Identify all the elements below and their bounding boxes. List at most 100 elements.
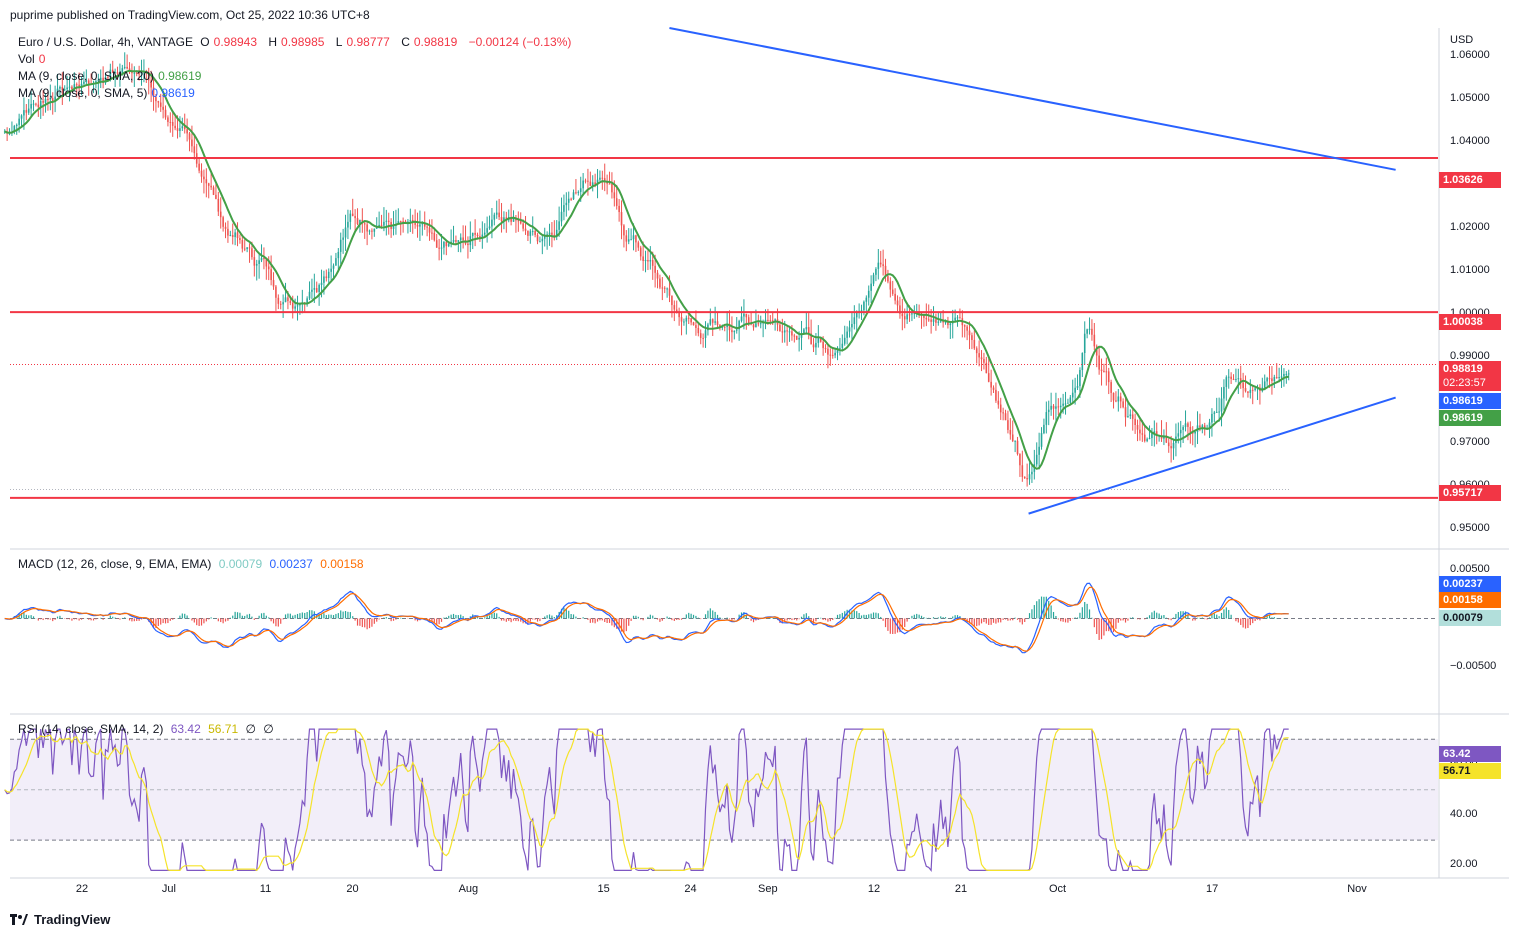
candle-body xyxy=(1254,388,1256,391)
candle-body xyxy=(1263,381,1266,388)
currency-label: USD xyxy=(1450,34,1474,46)
candle-body xyxy=(1139,429,1141,434)
candle-body xyxy=(155,96,157,102)
candle-body xyxy=(419,224,421,227)
candle-body xyxy=(49,98,52,100)
candle-body xyxy=(44,98,47,103)
candle-body xyxy=(995,389,997,401)
candle-body xyxy=(327,271,330,279)
candle-body xyxy=(279,303,282,305)
candle-body xyxy=(474,232,476,235)
candle-body xyxy=(356,218,359,225)
candle-body xyxy=(411,219,414,221)
candle-body xyxy=(174,125,176,129)
footer-brand[interactable]: TradingView xyxy=(10,912,110,927)
candle-body xyxy=(373,228,376,232)
candle-body xyxy=(1213,412,1216,414)
main-legend: Euro / U.S. Dollar, 4h, VANTAGE O 0.98943… xyxy=(18,34,575,102)
candle-body xyxy=(769,320,772,322)
candle-body xyxy=(843,337,846,344)
candle-body xyxy=(618,205,620,213)
candle-body xyxy=(577,191,580,193)
candle-body xyxy=(227,228,229,236)
rsi-ma-value: 56.71 xyxy=(208,722,239,736)
candle-body xyxy=(476,234,479,237)
candle-body xyxy=(1273,377,1276,382)
candle-body xyxy=(913,313,916,315)
candle-body xyxy=(851,323,853,328)
candle-body xyxy=(212,187,215,195)
candle-body xyxy=(548,232,551,235)
candle-body xyxy=(169,121,172,123)
candle-body xyxy=(97,80,100,82)
candle-body xyxy=(347,221,349,228)
candle-body xyxy=(311,289,313,292)
candle-body xyxy=(231,235,234,238)
candle-body xyxy=(999,404,1002,413)
candle-body xyxy=(613,192,616,199)
candle-body xyxy=(1249,389,1252,393)
ma-blue-tag: 0.98619 xyxy=(1439,393,1501,409)
candle-body xyxy=(1028,474,1031,480)
candle-body xyxy=(402,221,404,223)
candle-body xyxy=(1223,386,1225,399)
candle-body xyxy=(1271,378,1273,382)
candle-body xyxy=(896,300,899,306)
candle-body xyxy=(673,305,676,310)
candle-body xyxy=(1076,386,1079,388)
candle-body xyxy=(171,122,174,126)
candle-body xyxy=(683,321,685,323)
candle-body xyxy=(889,281,892,290)
trendline-2 xyxy=(1028,396,1396,515)
candle-body xyxy=(992,387,995,390)
macd-legend: MACD (12, 26, close, 9, EMA, EMA) 0.0007… xyxy=(18,556,368,573)
candle-body xyxy=(1052,405,1055,409)
candle-body xyxy=(236,232,239,239)
candle-body xyxy=(793,335,796,337)
candle-body xyxy=(375,227,378,229)
candle-body xyxy=(318,284,320,292)
time-tick-label: 22 xyxy=(75,883,89,895)
candle-body xyxy=(1285,373,1288,375)
candle-body xyxy=(114,72,116,74)
candle-body xyxy=(140,71,143,75)
candle-body xyxy=(745,313,748,318)
candle-body xyxy=(1122,401,1124,408)
candle-body xyxy=(392,225,395,229)
candle-body xyxy=(983,359,985,363)
candle-body xyxy=(481,234,484,239)
candle-body xyxy=(716,321,719,325)
price-tick-label: 1.06000 xyxy=(1450,48,1490,61)
symbol-title[interactable]: Euro / U.S. Dollar, 4h, VANTAGE xyxy=(18,35,193,49)
candle-body xyxy=(61,86,64,91)
macd-hist-value: 0.00079 xyxy=(218,557,263,571)
candle-body xyxy=(71,86,73,90)
candle-body xyxy=(1283,373,1285,377)
candle-body xyxy=(589,181,592,186)
time-tick-label: 21 xyxy=(954,883,968,895)
candle-body xyxy=(263,258,265,260)
candle-body xyxy=(83,81,85,84)
candle-body xyxy=(812,344,815,348)
candle-body xyxy=(699,333,702,338)
candle-body xyxy=(1079,370,1081,387)
candle-body xyxy=(433,232,436,241)
candle-body xyxy=(877,262,880,269)
candle-body xyxy=(603,178,606,182)
candle-body xyxy=(399,221,402,223)
candle-body xyxy=(901,313,904,317)
candle-body xyxy=(152,87,155,97)
candle-body xyxy=(99,77,102,81)
tradingview-logo-icon xyxy=(10,913,28,926)
candle-body xyxy=(1146,438,1148,442)
candle-body xyxy=(1119,396,1122,402)
candle-body xyxy=(1237,378,1240,380)
candle-body xyxy=(467,243,469,246)
resistance-tag-1: 1.03626 xyxy=(1439,172,1501,188)
candle-body xyxy=(642,256,644,262)
candle-body xyxy=(591,182,594,186)
candle-body xyxy=(138,73,140,75)
candle-body xyxy=(947,321,949,326)
candle-body xyxy=(632,235,635,240)
